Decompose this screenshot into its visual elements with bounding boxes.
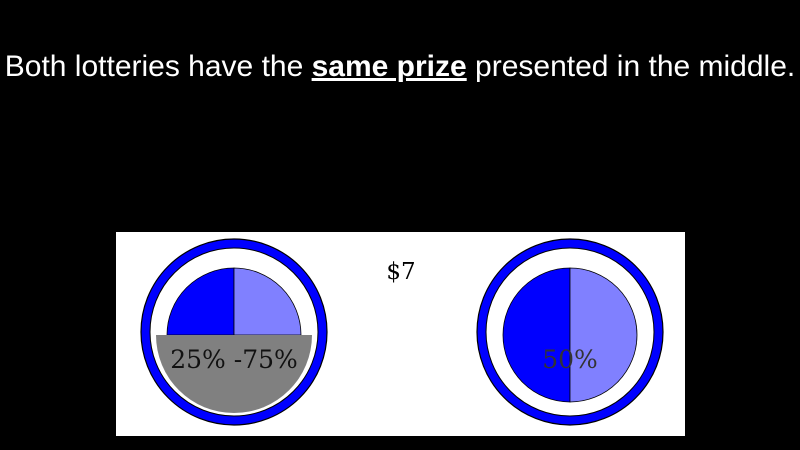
right-lottery: 50% — [476, 238, 664, 426]
slide-headline: Both lotteries have the same prize prese… — [0, 50, 800, 84]
left-lottery-probability-label: 25% -75% — [170, 345, 298, 374]
right-lottery-probability-label: 50% — [542, 345, 598, 374]
headline-text-end: presented in the middle. — [466, 50, 796, 83]
left-lottery-light-slice — [233, 267, 302, 336]
right-lottery-dark-half — [502, 267, 571, 403]
headline-text-start: Both lotteries have the — [4, 50, 312, 83]
lottery-figure-svg: 25% -75% $7 50% — [140, 238, 664, 426]
right-lottery-light-half — [569, 267, 638, 403]
lottery-figure: 25% -75% $7 50% — [116, 232, 685, 436]
left-lottery: 25% -75% — [140, 238, 328, 426]
left-lottery-dark-slice — [166, 267, 235, 336]
headline-emphasis: same prize — [311, 50, 467, 83]
left-lottery-gray-mask — [156, 335, 312, 413]
prize-label: $7 — [386, 259, 415, 285]
